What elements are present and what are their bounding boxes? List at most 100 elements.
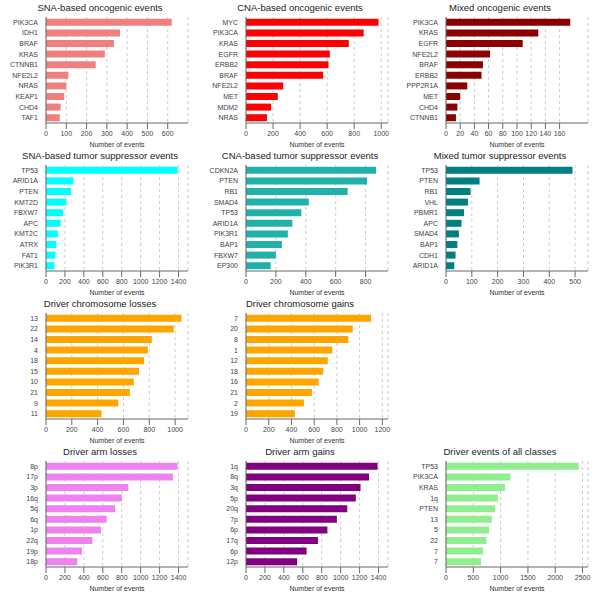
svg-text:300: 300 — [101, 130, 113, 137]
svg-text:40: 40 — [471, 130, 479, 137]
svg-text:VHL: VHL — [424, 199, 438, 206]
svg-text:NRAS: NRAS — [219, 114, 239, 121]
svg-text:0: 0 — [44, 278, 48, 285]
svg-text:2: 2 — [234, 400, 238, 407]
svg-text:800: 800 — [360, 278, 372, 285]
svg-text:NFE2L2: NFE2L2 — [212, 82, 238, 89]
svg-text:0: 0 — [444, 278, 448, 285]
svg-text:ARID1A: ARID1A — [413, 262, 439, 269]
svg-text:6q: 6q — [30, 516, 38, 524]
svg-text:PPP2R1A: PPP2R1A — [406, 82, 438, 89]
svg-text:Number of events: Number of events — [489, 585, 545, 591]
svg-text:1500: 1500 — [520, 574, 536, 581]
svg-text:KRAS: KRAS — [419, 484, 438, 491]
svg-text:0: 0 — [244, 574, 248, 581]
svg-text:MET: MET — [423, 93, 439, 100]
svg-text:19p: 19p — [26, 548, 38, 556]
svg-text:1q: 1q — [230, 463, 238, 471]
svg-text:5q: 5q — [30, 505, 38, 513]
svg-text:200: 200 — [259, 574, 271, 581]
svg-text:TP53: TP53 — [21, 167, 38, 174]
svg-text:IDH1: IDH1 — [22, 29, 38, 36]
svg-text:15: 15 — [30, 368, 38, 375]
svg-text:KRAS: KRAS — [419, 29, 438, 36]
svg-text:RB1: RB1 — [224, 188, 238, 195]
svg-text:100: 100 — [60, 130, 72, 137]
svg-text:800: 800 — [143, 426, 155, 433]
svg-text:1p: 1p — [30, 526, 38, 534]
svg-text:10: 10 — [30, 378, 38, 385]
svg-text:PTEN: PTEN — [219, 177, 238, 184]
svg-text:200: 200 — [492, 278, 504, 285]
svg-text:14: 14 — [30, 336, 38, 343]
svg-text:KRAS: KRAS — [219, 40, 238, 47]
svg-text:20: 20 — [456, 130, 464, 137]
svg-text:400: 400 — [78, 278, 90, 285]
svg-text:BRAF: BRAF — [19, 40, 38, 47]
svg-text:Number of events: Number of events — [289, 141, 345, 147]
svg-text:200: 200 — [270, 278, 282, 285]
svg-text:BAP1: BAP1 — [220, 241, 238, 248]
svg-text:1200: 1200 — [352, 574, 368, 581]
svg-text:ARID1A: ARID1A — [13, 177, 39, 184]
svg-text:0: 0 — [444, 130, 448, 137]
svg-text:EP300: EP300 — [217, 262, 238, 269]
svg-text:NFE2L2: NFE2L2 — [12, 72, 38, 79]
svg-text:400: 400 — [543, 278, 555, 285]
svg-text:400: 400 — [78, 574, 90, 581]
svg-text:17p: 17p — [26, 473, 38, 481]
svg-text:0: 0 — [244, 130, 248, 137]
svg-text:1000: 1000 — [493, 574, 509, 581]
svg-text:EGFR: EGFR — [419, 40, 438, 47]
svg-text:BAP1: BAP1 — [420, 241, 438, 248]
svg-text:600: 600 — [308, 426, 320, 433]
svg-text:MET: MET — [223, 93, 239, 100]
svg-text:2500: 2500 — [575, 574, 591, 581]
svg-text:PIK3CA: PIK3CA — [13, 19, 38, 26]
svg-text:400: 400 — [121, 130, 133, 137]
svg-text:200: 200 — [267, 130, 279, 137]
svg-text:0: 0 — [44, 574, 48, 581]
svg-text:200: 200 — [59, 574, 71, 581]
svg-text:PIK3R1: PIK3R1 — [14, 262, 38, 269]
svg-text:120: 120 — [525, 130, 537, 137]
svg-text:1400: 1400 — [171, 574, 187, 581]
svg-text:400: 400 — [286, 426, 298, 433]
svg-text:7: 7 — [234, 315, 238, 322]
svg-text:8: 8 — [234, 336, 238, 343]
svg-text:1200: 1200 — [375, 426, 391, 433]
svg-text:0: 0 — [44, 130, 48, 137]
svg-text:18p: 18p — [26, 558, 38, 566]
svg-text:FBXW7: FBXW7 — [14, 209, 38, 216]
svg-text:0: 0 — [244, 278, 248, 285]
svg-text:9: 9 — [34, 400, 38, 407]
svg-text:6p: 6p — [230, 526, 238, 534]
svg-text:5: 5 — [434, 526, 438, 533]
svg-text:CTNNB1: CTNNB1 — [10, 61, 38, 68]
svg-text:Number of events: Number of events — [489, 289, 545, 295]
svg-text:800: 800 — [116, 278, 128, 285]
svg-text:100: 100 — [466, 278, 478, 285]
svg-text:6p: 6p — [230, 548, 238, 556]
svg-text:200: 200 — [81, 130, 93, 137]
svg-text:PIK3R1: PIK3R1 — [214, 230, 238, 237]
svg-text:ARID1A: ARID1A — [213, 220, 239, 227]
svg-text:BRAF: BRAF — [419, 61, 438, 68]
svg-text:12: 12 — [230, 357, 238, 364]
svg-text:600: 600 — [97, 574, 109, 581]
svg-text:4: 4 — [34, 347, 38, 354]
svg-text:80: 80 — [499, 130, 507, 137]
svg-text:21: 21 — [30, 389, 38, 396]
svg-text:1400: 1400 — [371, 574, 387, 581]
svg-text:TP53: TP53 — [221, 209, 238, 216]
svg-text:800: 800 — [116, 574, 128, 581]
svg-text:KRAS: KRAS — [19, 51, 38, 58]
svg-text:Number of events: Number of events — [289, 585, 345, 591]
svg-text:600: 600 — [118, 426, 130, 433]
svg-text:400: 400 — [92, 426, 104, 433]
svg-text:200: 200 — [66, 426, 78, 433]
svg-text:20: 20 — [230, 325, 238, 332]
svg-text:CHD4: CHD4 — [419, 104, 438, 111]
svg-text:CTNNB1: CTNNB1 — [410, 114, 438, 121]
svg-text:PBMR1: PBMR1 — [414, 209, 438, 216]
